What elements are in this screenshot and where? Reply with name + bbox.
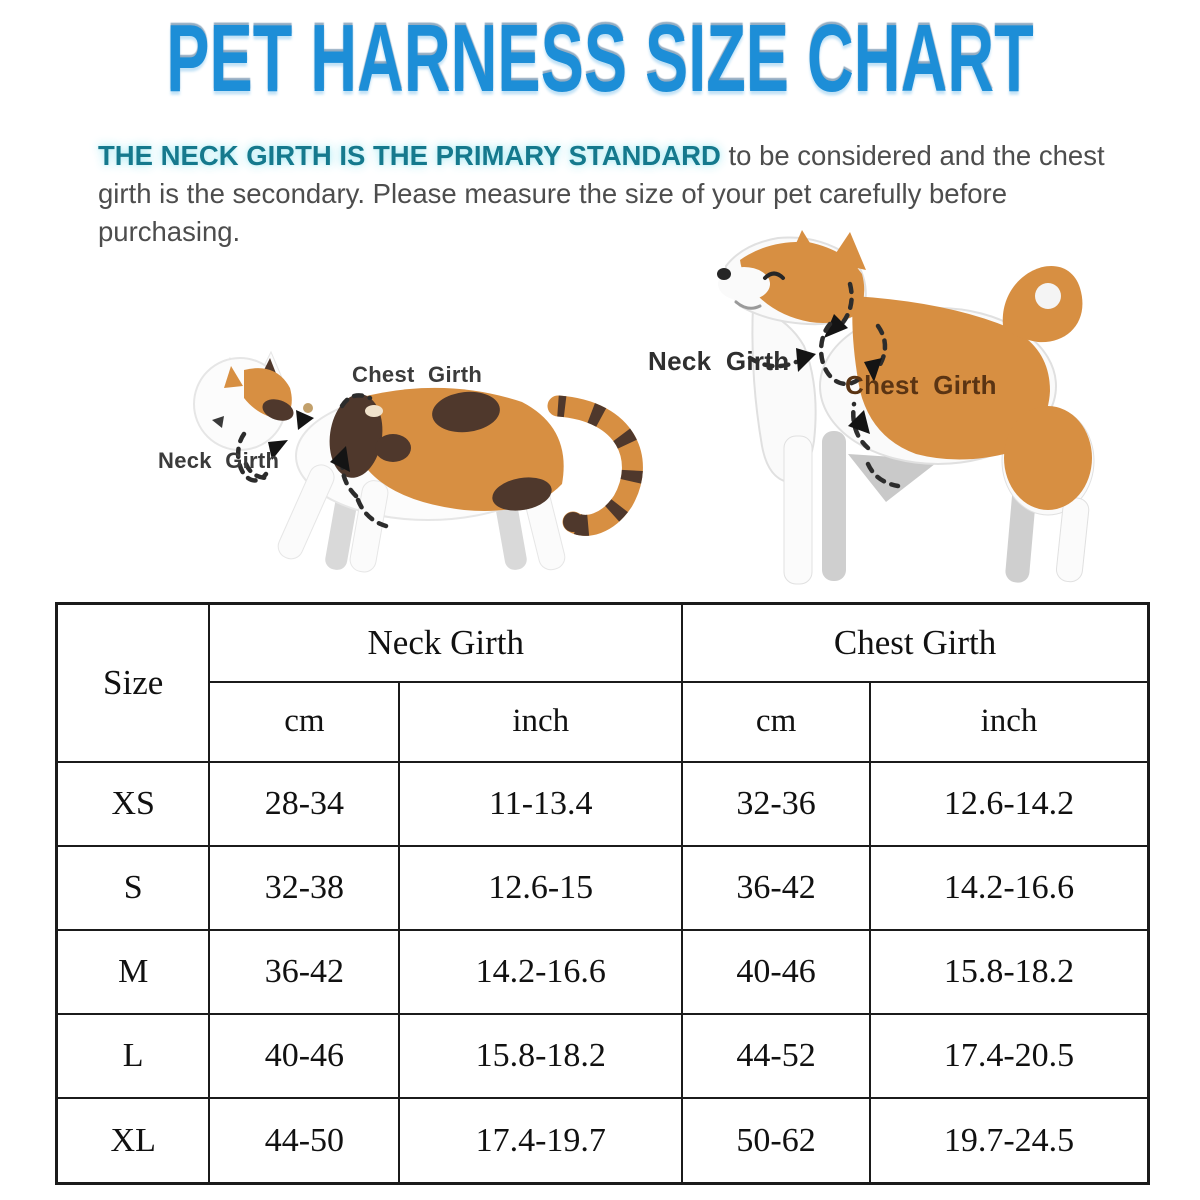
cat-neck-arrow-curve — [243, 461, 271, 481]
dog-mouth — [734, 300, 762, 310]
cell-size: L — [55, 1013, 211, 1100]
cat-illustration — [193, 350, 643, 573]
col-header-neck-girth: Neck Girth — [208, 602, 684, 683]
cat-measure-marks — [235, 393, 389, 529]
cat-chest-girth-label: Chest Girth — [352, 362, 483, 387]
col-header-chest-cm: cm — [681, 680, 871, 763]
page-title: PET HARNESS SIZE CHART — [166, 6, 1034, 112]
cell-neck-inch: 15.8-18.2 — [398, 1013, 684, 1100]
cat-nose — [212, 416, 224, 428]
cat-chest-arrowhead-icon — [330, 446, 350, 472]
cell-neck-inch: 12.6-15 — [398, 844, 684, 931]
cell-size: XS — [55, 760, 211, 847]
cell-chest-inch: 14.2-16.6 — [869, 844, 1150, 931]
cell-chest-inch: 17.4-20.5 — [869, 1013, 1150, 1100]
table-header-row-1: Size Neck Girth Chest Girth — [55, 602, 1150, 763]
table-row-xl: XL 44-50 17.4-19.7 50-62 19.7-24.5 — [55, 1097, 1150, 1185]
intro-paragraph: THE NECK GIRTH IS THE PRIMARY STANDARD t… — [98, 137, 1148, 251]
cell-neck-inch: 17.4-19.7 — [398, 1097, 684, 1185]
table-row-l: L 40-46 15.8-18.2 44-52 17.4-20.5 — [55, 1013, 1150, 1100]
cell-size: XL — [55, 1097, 211, 1185]
cell-neck-cm: 44-50 — [208, 1097, 401, 1185]
cat-chest-dashed-top — [339, 393, 373, 409]
intro-highlight: THE NECK GIRTH IS THE PRIMARY STANDARD — [98, 140, 721, 171]
cell-chest-cm: 50-62 — [681, 1097, 871, 1185]
dog-chest-down-arrowhead-icon — [864, 358, 882, 382]
cell-chest-cm: 40-46 — [681, 928, 871, 1016]
col-header-neck-inch: inch — [398, 680, 684, 763]
table-row-s: S 32-38 12.6-15 36-42 14.2-16.6 — [55, 844, 1150, 931]
cell-chest-cm: 36-42 — [681, 844, 871, 931]
cat-chest-dashed-tail — [355, 497, 389, 529]
cat-neck-dashed-ring — [235, 431, 269, 483]
table-row-m: M 36-42 14.2-16.6 40-46 15.8-18.2 — [55, 928, 1150, 1016]
dog-chest-dashed-tail — [865, 461, 901, 489]
cell-neck-cm: 32-38 — [208, 844, 401, 931]
dog-nose — [717, 268, 731, 280]
cell-chest-inch: 12.6-14.2 — [869, 760, 1150, 847]
intro-rest: to be considered and the chest girth is … — [98, 140, 1105, 247]
dog-measure-marks — [747, 281, 901, 489]
dog-neck-dashed-ring — [818, 321, 865, 387]
cell-chest-cm: 32-36 — [681, 760, 871, 847]
dog-illustration — [717, 230, 1095, 585]
dog-neck-girth-label: Neck Girth — [648, 346, 790, 376]
cell-neck-inch: 11-13.4 — [398, 760, 684, 847]
cell-neck-cm: 28-34 — [208, 760, 401, 847]
cell-size: S — [55, 844, 211, 931]
page-title-wrap: PET HARNESS SIZE CHART — [0, 11, 1200, 106]
cat-saddle-patch — [329, 387, 564, 511]
cell-chest-cm: 44-52 — [681, 1013, 871, 1100]
collar-arrowhead-icon — [296, 410, 314, 430]
dog-chest-dashed-top — [875, 323, 888, 371]
cat-tail — [547, 395, 643, 536]
dog-chest-up-arrowhead-icon — [848, 410, 870, 434]
dog-neck-arrowhead-icon — [796, 348, 816, 372]
cell-neck-cm: 40-46 — [208, 1013, 401, 1100]
col-header-chest-girth: Chest Girth — [681, 602, 1150, 683]
table-row-xs: XS 28-34 11-13.4 32-36 12.6-14.2 — [55, 760, 1150, 847]
col-header-size: Size — [55, 602, 211, 763]
size-table: Size Neck Girth Chest Girth cm inch cm i… — [55, 602, 1150, 1185]
cell-chest-inch: 19.7-24.5 — [869, 1097, 1150, 1185]
cat-neck-arrowhead-icon — [268, 440, 288, 460]
cat-collar-buckle — [303, 403, 313, 413]
table-header-row-2: cm inch cm inch — [57, 680, 1150, 763]
col-header-chest-inch: inch — [869, 680, 1150, 763]
dog-chest-girth-label: Chest Girth — [845, 370, 997, 400]
cell-chest-inch: 15.8-18.2 — [869, 928, 1150, 1016]
dog-head — [717, 230, 867, 326]
cat-head — [193, 350, 294, 451]
dog-saddle-patch — [852, 266, 1092, 510]
cell-size: M — [55, 928, 211, 1016]
cat-neck-girth-label: Neck Girth — [158, 448, 280, 473]
dog-eye — [763, 271, 785, 280]
cell-neck-cm: 36-42 — [208, 928, 401, 1016]
dog-neck-down-arrowhead-icon — [824, 314, 848, 338]
col-header-neck-cm: cm — [208, 680, 401, 763]
dog-chest-dashed-bottom — [851, 401, 871, 451]
cell-neck-inch: 14.2-16.6 — [398, 928, 684, 1016]
dog-neck-arrow-curve — [747, 355, 799, 369]
